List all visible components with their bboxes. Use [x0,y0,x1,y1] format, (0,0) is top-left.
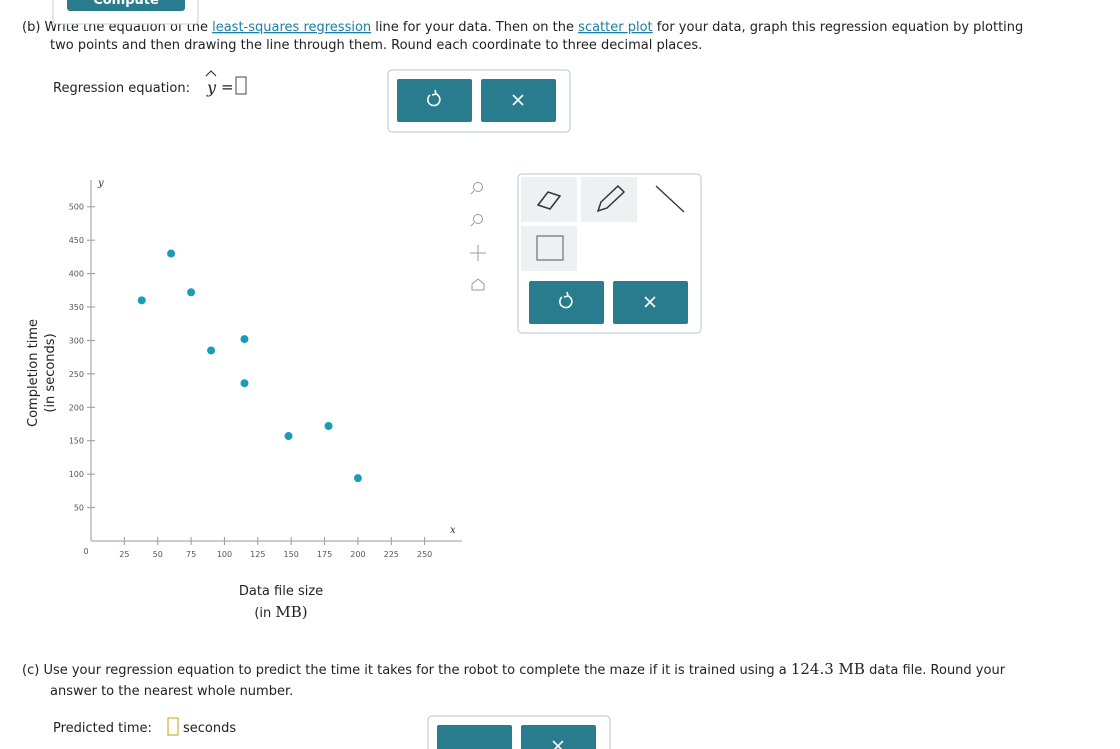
x-axis-unit: (in MB) [254,603,307,621]
data-point [167,249,176,258]
compute-button[interactable] [67,0,185,11]
predicted-label: Predicted time: [53,721,152,736]
text: data file. Round your [869,663,1006,678]
text: line for your data. Then on the [375,20,574,35]
y-tick-label: 200 [69,403,84,412]
undo-button[interactable] [529,281,604,324]
eraser-tool[interactable] [521,177,577,222]
part-label: (c) [22,663,39,678]
unit: seconds [183,721,236,736]
answer-box[interactable] [167,717,179,736]
text: 124.3 MB [791,660,865,678]
text: MB) [275,603,307,621]
y-axis-title: Completion time (in seconds) [26,319,58,427]
equation-var: y [206,78,217,97]
y-tick-label: 150 [69,437,84,446]
x-tick-label: 25 [119,550,129,559]
origin-label: 0 [83,547,88,556]
undo-icon [559,291,573,309]
y-tick-label: 450 [69,236,84,245]
y-tick-label: 400 [69,270,84,279]
equation-label: Regression equation: [53,81,190,96]
scatter-plot: x y 0 25 50 75 100 125 150 175 200 225 250 50 100 150 20… [69,178,462,559]
y-tick-label: 100 [69,470,84,479]
undo-button[interactable] [437,725,512,749]
zoom-in[interactable] [473,182,483,192]
home[interactable] [471,278,485,291]
x-tick-label: 150 [284,550,299,559]
line-tool[interactable] [641,177,697,222]
point-icon [536,235,564,261]
pan[interactable] [470,245,486,261]
clear-icon [644,296,656,308]
data-point [240,335,249,344]
x-tick-label: 175 [317,550,332,559]
eraser-icon [536,191,562,210]
clear-button[interactable] [521,725,596,749]
x-tick-label: 225 [384,550,399,559]
text: (in [254,606,271,621]
x-axis-letter: x [450,525,456,536]
hat [205,70,217,77]
zoom-out[interactable] [473,214,483,224]
clear-icon [552,740,564,749]
y-tick-label: 300 [69,336,84,345]
data-point [324,422,333,431]
x-tick-label: 125 [250,550,265,559]
x-tick-label: 75 [186,550,196,559]
y-tick-label: 350 [69,303,84,312]
y-axis-title-line: (in seconds) [43,333,58,412]
y-tick-label: 250 [69,370,84,379]
pencil-icon [596,184,626,213]
pencil-tool[interactable] [581,177,637,222]
data-point [137,296,146,305]
data-point [187,288,196,297]
zoom-tools [470,182,486,291]
line-icon [655,185,685,213]
text: Use your regression equation to predict … [43,663,786,678]
undo-button[interactable] [397,79,472,122]
data-point [284,432,293,441]
y-axis-letter: y [97,178,104,189]
x-axis-title: Data file size [239,584,323,599]
data-point [207,346,216,355]
compute-label[interactable]: Compute [93,0,159,8]
data-point [240,379,249,388]
y-tick-label: 50 [74,504,84,513]
point-tool[interactable] [521,226,577,271]
clear-icon [512,94,524,106]
y-axis-title-line: Completion time [26,319,41,427]
part-c-line1: (c) Use your regression equation to pred… [22,660,1006,678]
text: two points and then drawing the line thr… [50,38,702,53]
part-label: (b) [22,20,40,35]
y-tick-label: 500 [69,203,84,212]
text: for your data, graph this regression equ… [657,20,1024,35]
x-tick-label: 200 [350,550,365,559]
link[interactable]: scatter plot [578,20,652,35]
link[interactable]: least-squares regression [212,20,371,35]
x-tick-label: 50 [153,550,163,559]
answer-box[interactable] [235,76,247,95]
equals: = [221,78,234,96]
text: answer to the nearest whole number. [50,684,293,699]
x-tick-label: 100 [217,550,232,559]
data-point [353,474,362,483]
x-tick-label: 250 [417,550,432,559]
undo-icon [427,89,441,107]
